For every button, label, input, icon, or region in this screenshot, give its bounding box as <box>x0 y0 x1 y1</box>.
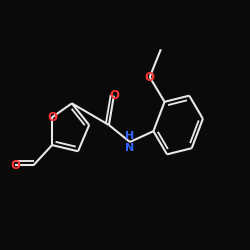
Text: O: O <box>145 70 155 84</box>
Text: O: O <box>109 89 119 102</box>
Text: H
N: H N <box>125 131 134 153</box>
Text: O: O <box>47 111 57 124</box>
Text: O: O <box>10 159 20 172</box>
